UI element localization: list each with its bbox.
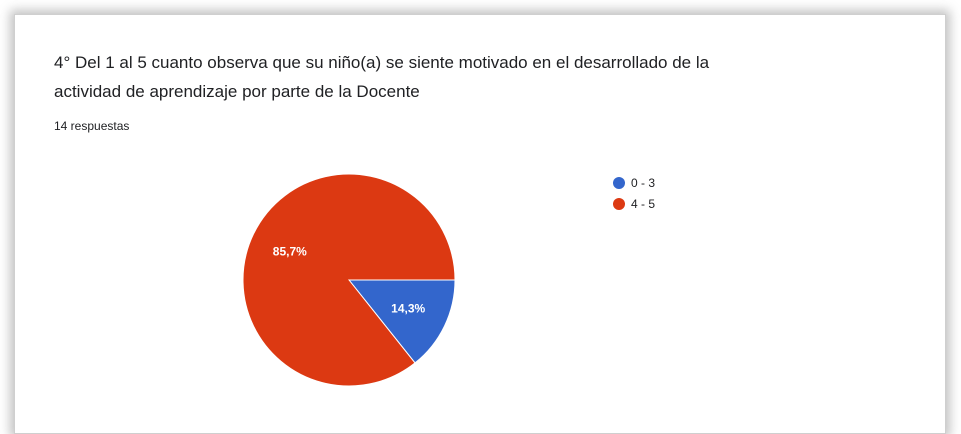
pie-slices [242, 173, 456, 387]
legend-item: 0 - 3 [613, 172, 655, 193]
question-title: 4° Del 1 al 5 cuanto observa que su niño… [54, 48, 874, 106]
legend-label: 0 - 3 [631, 175, 656, 190]
legend-item: 4 - 5 [613, 193, 655, 214]
response-count: 14 respuestas [54, 119, 130, 133]
pie-slice-label: 14,3% [391, 302, 425, 316]
pie-slice-4-5 [242, 173, 456, 387]
pie-slice-0-3 [347, 279, 456, 364]
legend-swatch [613, 197, 625, 210]
legend-swatch [613, 176, 625, 189]
question-card [14, 14, 946, 434]
pie-slice-labels: 14,3% 85,7% [273, 244, 426, 315]
page: 4° Del 1 al 5 cuanto observa que su niño… [14, 14, 946, 434]
chart-legend: 0 - 3 4 - 5 [613, 172, 655, 214]
question-title-line1: 4° Del 1 al 5 cuanto observa que su niño… [54, 53, 710, 72]
question-title-line2: actividad de aprendizaje por parte de la… [54, 82, 420, 101]
legend-label: 4 - 5 [631, 196, 656, 211]
pie-chart: 14,3% 85,7% [242, 173, 456, 387]
pie-slice-label: 85,7% [273, 244, 307, 258]
